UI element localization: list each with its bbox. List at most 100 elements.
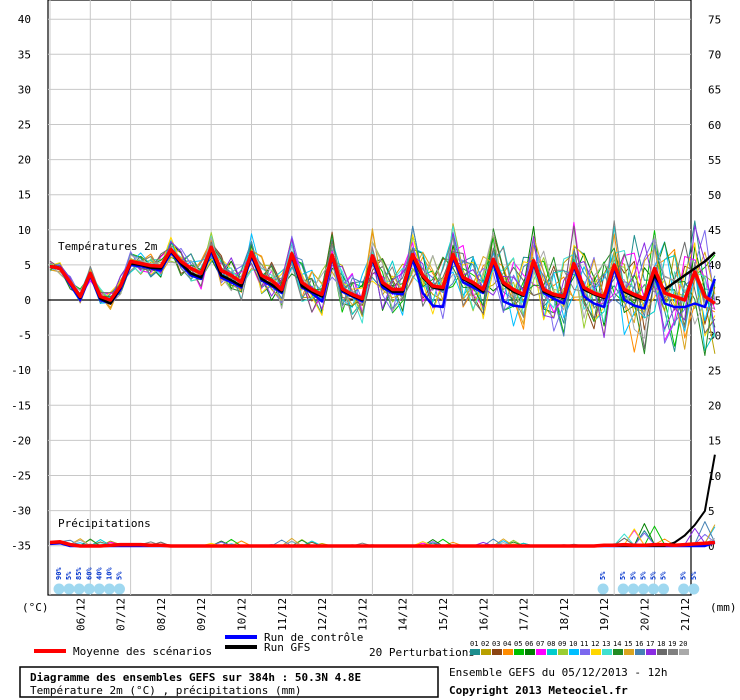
perturbation-number: 19 <box>668 640 676 648</box>
perturbation-number: 12 <box>591 640 599 648</box>
snow-probability-label: 5% <box>639 571 647 580</box>
perturbation-color-swatch <box>624 649 634 655</box>
legend-control-label: Run de contrôle <box>264 631 363 644</box>
temperature-tick-label: -30 <box>11 505 31 518</box>
perturbation-color-swatch <box>635 649 645 655</box>
temperature-tick-label: 30 <box>18 83 31 96</box>
perturbation-color-swatch <box>580 649 590 655</box>
snowflake-icon <box>688 583 700 595</box>
perturbation-number: 03 <box>492 640 500 648</box>
temperature-tick-label: -20 <box>11 434 31 447</box>
perturbation-number: 14 <box>613 640 621 648</box>
snowflake-icon <box>647 583 659 595</box>
snowflake-icon <box>617 583 629 595</box>
snow-probability-label: 5% <box>660 571 668 580</box>
temperature-tick-label: 5 <box>24 259 31 272</box>
perturbation-temperature-line <box>49 226 716 328</box>
snow-probability-label: 5% <box>115 571 123 580</box>
perturbation-number: 20 <box>679 640 687 648</box>
snowflake-icon <box>83 583 95 595</box>
date-label: 20/12 <box>638 598 651 631</box>
date-label: 18/12 <box>558 598 571 631</box>
legend-perturbation-swatches: 01 02 03 04 05 06 07 08 09 10 11 12 13 14 15 16 17 18 19 20 <box>470 640 689 655</box>
perturbation-temperature-line <box>49 225 716 339</box>
snowflake-icon <box>627 583 639 595</box>
legend-perturbations-label: 20 Perturbations <box>369 646 475 659</box>
snowflake-icon <box>63 583 75 595</box>
temperature-tick-label: 25 <box>18 119 31 132</box>
snow-probability-label: 5% <box>680 571 688 580</box>
perturbation-color-swatch <box>613 649 623 655</box>
perturbation-color-swatch <box>679 649 689 655</box>
precipitation-tick-label: 60 <box>708 119 721 132</box>
precipitation-tick-label: 45 <box>708 224 721 237</box>
temperature-tick-label: 10 <box>18 224 31 237</box>
perturbation-color-swatch <box>492 649 502 655</box>
temperature-tick-label: -15 <box>11 399 31 412</box>
snow-probability-label: 10% <box>105 567 113 580</box>
precipitation-tick-label: 75 <box>708 14 721 27</box>
temperature-tick-label: 0 <box>24 294 31 307</box>
temperature-tick-label: -35 <box>11 540 31 553</box>
precipitation-tick-label: 70 <box>708 49 721 62</box>
precipitation-tick-label: 0 <box>708 540 715 553</box>
perturbation-color-swatch <box>525 649 535 655</box>
temperature-section-label: Températures 2m <box>58 240 158 253</box>
perturbation-color-swatch <box>481 649 491 655</box>
snowflake-icon <box>678 583 690 595</box>
snow-probability-label: 85% <box>75 567 83 580</box>
mean-precipitation-line <box>49 540 716 548</box>
date-labels: 06/12 07/12 08/12 09/12 10/12 11/12 12/12 13/12… <box>74 598 692 631</box>
date-label: 13/12 <box>356 598 369 631</box>
precipitation-tick-label: 25 <box>708 365 721 378</box>
perturbation-color-swatch <box>657 649 667 655</box>
perturbation-number: 09 <box>558 640 566 648</box>
snow-probability-label: 5% <box>649 571 657 580</box>
temperature-unit-label: (°C) <box>22 601 49 614</box>
footer-copyright: Copyright 2013 Meteociel.fr <box>449 684 628 697</box>
date-label: 15/12 <box>437 598 450 631</box>
perturbation-number: 01 <box>470 640 478 648</box>
precipitation-tick-label: 15 <box>708 435 721 448</box>
snow-probability-label: 5% <box>65 571 73 580</box>
snowflake-icon <box>637 583 649 595</box>
snow-probability-label: 5% <box>599 571 607 580</box>
precipitation-section-label: Précipitations <box>58 517 151 530</box>
perturbation-color-swatch <box>591 649 601 655</box>
mean-temperature-line <box>49 245 716 305</box>
date-label: 17/12 <box>518 598 531 631</box>
snow-probability-label: 5% <box>690 571 698 580</box>
temperature-tick-label: 40 <box>18 13 31 26</box>
date-label: 14/12 <box>397 598 410 631</box>
snowflake-icon <box>93 583 105 595</box>
perturbation-number: 07 <box>536 640 544 648</box>
snow-probability-markers: 90% 5% 85% 60% 40% 10% 5% 5% 5% 5% 5% 5% 5% 5% 5% <box>53 567 700 595</box>
perturbation-temperature-line <box>49 231 716 339</box>
date-label: 21/12 <box>679 598 692 631</box>
perturbation-number: 06 <box>525 640 533 648</box>
snowflake-icon <box>658 583 670 595</box>
perturbation-number: 04 <box>503 640 511 648</box>
date-label: 19/12 <box>598 598 611 631</box>
perturbation-number: 17 <box>646 640 654 648</box>
perturbation-number: 10 <box>569 640 577 648</box>
snowflake-icon <box>597 583 609 595</box>
date-label: 07/12 <box>115 598 128 631</box>
perturbation-number: 05 <box>514 640 522 648</box>
precipitation-tick-label: 50 <box>708 189 721 202</box>
temperature-tick-label: 20 <box>18 154 31 167</box>
precipitation-tick-label: 5 <box>708 505 715 518</box>
temperature-tick-label: -10 <box>11 364 31 377</box>
date-label: 11/12 <box>276 598 289 631</box>
perturbation-color-swatch <box>668 649 678 655</box>
perturbation-color-swatch <box>547 649 557 655</box>
precipitation-tick-label: 20 <box>708 400 721 413</box>
perturbation-number: 11 <box>580 640 588 648</box>
date-label: 12/12 <box>316 598 329 631</box>
date-label: 10/12 <box>235 598 248 631</box>
temperature-tick-label: 35 <box>18 48 31 61</box>
perturbation-color-swatch <box>514 649 524 655</box>
perturbation-color-swatch <box>503 649 513 655</box>
precipitation-unit-label: (mm) <box>710 601 737 614</box>
